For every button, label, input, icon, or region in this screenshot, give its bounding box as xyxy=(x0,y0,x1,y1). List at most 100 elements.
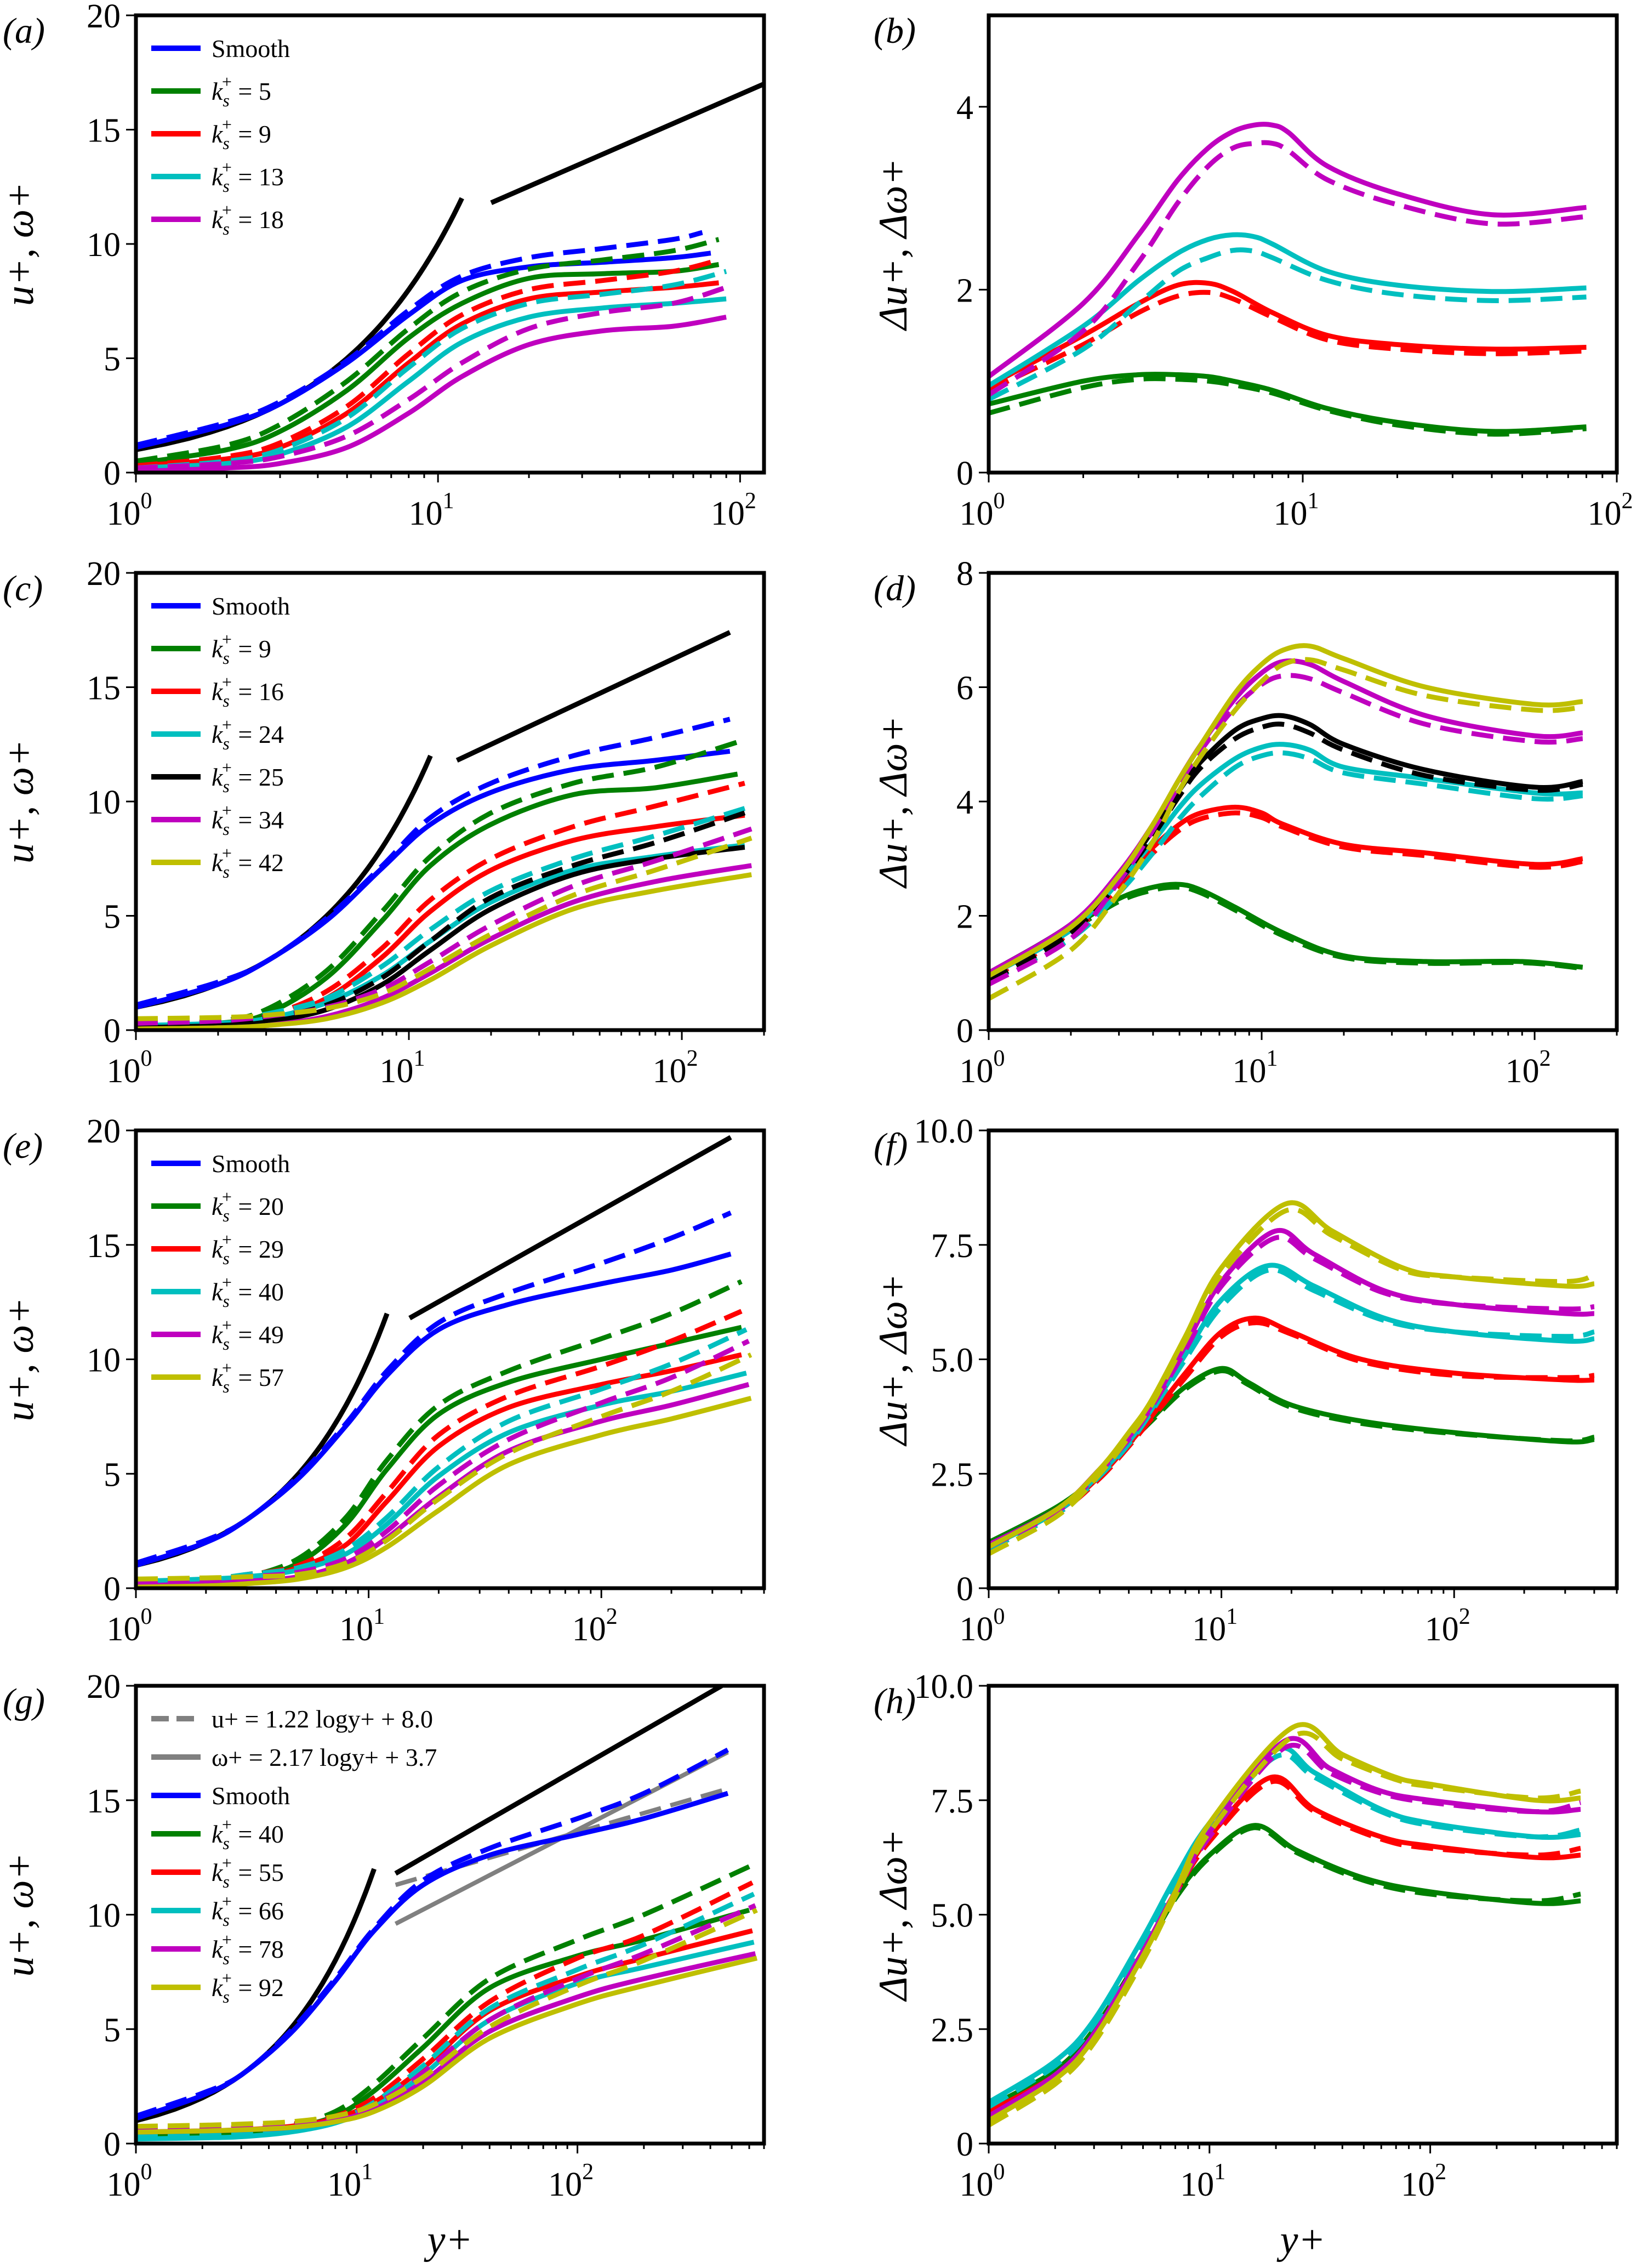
reference-line-log-law xyxy=(394,1686,723,1876)
y-axis-label-f: Δu+, Δω+ xyxy=(871,1274,916,1447)
x-tick-label-b-1: 101 xyxy=(1274,488,1319,532)
series-line-d-7 xyxy=(989,721,1583,984)
y-tick-label-g-0: 0 xyxy=(104,2126,121,2163)
x-tick-label-d-0: 100 xyxy=(960,1046,1005,1090)
series-line-d-4 xyxy=(989,742,1583,978)
legend-label-2: ks+ = 9 xyxy=(212,115,271,153)
series-line-g-10 xyxy=(136,1956,758,2135)
plot-area-e xyxy=(136,1135,752,1588)
plot-area-b xyxy=(989,122,1587,437)
y-tick-label-a-2: 10 xyxy=(87,226,121,264)
reference-line-log-law xyxy=(490,81,764,206)
y-tick-label-c-2: 10 xyxy=(87,784,121,821)
y-tick-label-h-2: 5.0 xyxy=(931,1897,974,1935)
series-line-d-10 xyxy=(989,643,1583,978)
y-axis-label-g: u+, ω+ xyxy=(0,1852,42,1976)
legend-label-5: ks+ = 57 xyxy=(212,1358,284,1396)
y-tick-label-d-1: 2 xyxy=(956,899,973,936)
x-tick-label-g-1: 101 xyxy=(327,2159,373,2203)
legend-g: u+ = 1.22 logy+ + 8.0 ω+ = 2.17 logy+ + 3… xyxy=(151,1705,437,2006)
reference-line-viscous-sublayer xyxy=(136,1312,390,1568)
y-tick-label-g-2: 10 xyxy=(87,1897,121,1935)
y-axis-label-a: u+, ω+ xyxy=(0,182,42,306)
series-line-a-5 xyxy=(136,257,720,468)
y-tick-label-f-4: 10.0 xyxy=(914,1113,974,1150)
x-axis-label-h: y+ xyxy=(1276,2218,1326,2263)
x-tick-label-c-1: 101 xyxy=(380,1046,425,1090)
x-tick-label-h-0: 100 xyxy=(960,2159,1005,2203)
series-line-h-0 xyxy=(989,1823,1581,2110)
legend-label-4: ks+ = 25 xyxy=(212,758,284,796)
series-line-c-13 xyxy=(136,835,752,1021)
y-axis-label-b: Δu+, Δω+ xyxy=(871,158,916,332)
panel-g: 0 5 10 15 20 100 101 102 (g) u+, ω+ y+ u+ = 1.22 lo… xyxy=(0,1668,766,2263)
y-tick-label-h-1: 2.5 xyxy=(931,2011,974,2049)
series-line-a-7 xyxy=(136,269,727,471)
x-tick-label-d-1: 101 xyxy=(1233,1046,1278,1090)
x-tick-label-e-0: 100 xyxy=(107,1604,152,1648)
legend-label-2: Smooth xyxy=(212,1782,290,1810)
series-line-a-1 xyxy=(136,230,703,448)
series-line-b-4 xyxy=(989,232,1587,388)
legend-label-7: ks+ = 92 xyxy=(212,1968,284,2006)
series-line-c-9 xyxy=(136,810,746,1028)
panel-f: 0 2.5 5.0 7.5 10.0 100 101 102 (f) Δu+, Δω+ xyxy=(871,1113,1619,1648)
y-tick-label-f-1: 2.5 xyxy=(931,1456,974,1493)
y-tick-label-c-4: 20 xyxy=(87,555,121,593)
series-line-f-0 xyxy=(989,1366,1595,1545)
x-tick-label-a-2: 102 xyxy=(711,488,756,532)
legend-label-0: Smooth xyxy=(212,35,290,62)
axes-frame-h xyxy=(987,1684,1619,2146)
series-line-e-10 xyxy=(136,1396,752,1588)
legend-label-4: ks+ = 18 xyxy=(212,200,284,238)
series-line-b-5 xyxy=(989,247,1587,402)
legend-label-1: ks+ = 9 xyxy=(212,629,271,668)
series-line-g-7 xyxy=(136,1891,755,2139)
panel-e: 0 5 10 15 20 100 101 102 (e) u+, ω+ Smooth ks+ = 20… xyxy=(0,1113,766,1648)
reference-line-viscous-sublayer xyxy=(136,754,433,1010)
series-line-g-1 xyxy=(136,1747,729,2119)
series-line-g-11 xyxy=(136,1908,758,2129)
plot-area-f xyxy=(989,1200,1595,1556)
y-axis-label-h: Δu+, Δω+ xyxy=(871,1829,916,2002)
plot-area-g xyxy=(136,1686,758,2142)
y-tick-label-h-0: 0 xyxy=(956,2126,973,2163)
legend-label-0: Smooth xyxy=(212,1150,290,1178)
y-tick-label-g-4: 20 xyxy=(87,1668,121,1706)
legend-label-4: ks+ = 49 xyxy=(212,1315,284,1354)
panel-label-b: (b) xyxy=(874,11,916,51)
x-axis-label-g: y+ xyxy=(424,2218,473,2263)
legend-label-0: Smooth xyxy=(212,592,290,620)
axes-frame-f xyxy=(987,1128,1619,1590)
series-line-h-8 xyxy=(989,1722,1581,2123)
panel-label-h: (h) xyxy=(874,1681,916,1721)
legend-label-6: ks+ = 42 xyxy=(212,843,284,882)
legend-label-4: ks+ = 55 xyxy=(212,1853,284,1891)
y-tick-label-h-3: 7.5 xyxy=(931,1783,974,1820)
series-line-a-8 xyxy=(136,314,727,473)
plot-area-h xyxy=(989,1722,1582,2128)
legend-c: Smooth ks+ = 9 ks+ = 16 ks+ = 24 ks+ = 25 ks+… xyxy=(151,592,290,882)
y-axis-label-c: u+, ω+ xyxy=(0,740,42,863)
y-tick-label-e-2: 10 xyxy=(87,1342,121,1379)
legend-label-3: ks+ = 40 xyxy=(212,1272,284,1311)
x-tick-label-f-2: 102 xyxy=(1425,1604,1470,1648)
series-line-f-2 xyxy=(989,1315,1594,1549)
y-tick-label-b-1: 2 xyxy=(956,272,973,309)
series-line-d-2 xyxy=(989,804,1583,978)
x-tick-label-g-0: 100 xyxy=(107,2159,152,2203)
y-tick-label-h-4: 10.0 xyxy=(914,1668,974,1706)
legend-label-0: u+ = 1.22 logy+ + 8.0 xyxy=(212,1705,433,1733)
series-line-e-6 xyxy=(136,1371,747,1584)
panel-h: 0 2.5 5.0 7.5 10.0 100 101 102 (h) Δu+, Δω+ y+ xyxy=(871,1668,1619,2263)
series-line-a-4 xyxy=(136,280,719,468)
x-tick-label-e-1: 101 xyxy=(339,1604,385,1648)
y-tick-label-f-2: 5.0 xyxy=(931,1342,974,1379)
series-line-b-1 xyxy=(989,376,1587,437)
y-tick-label-c-1: 5 xyxy=(104,899,121,936)
panel-label-e: (e) xyxy=(3,1126,43,1166)
panel-a: 0 5 10 15 20 100 101 102 (a) u+, ω+ Smooth ks+ = 5 k… xyxy=(0,0,766,532)
panel-d: 0 2 4 6 8 100 101 102 (d) Δu+, Δω+ xyxy=(871,555,1619,1090)
series-line-f-1 xyxy=(989,1368,1595,1547)
x-tick-label-h-1: 101 xyxy=(1180,2159,1225,2203)
